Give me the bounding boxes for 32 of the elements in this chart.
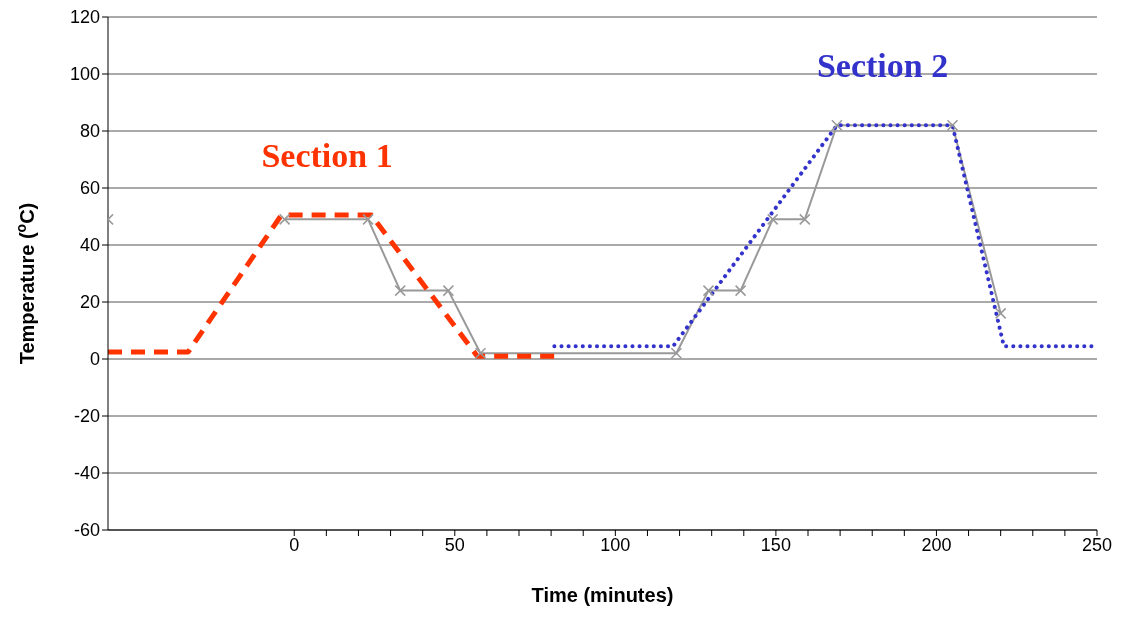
y-tick-label: 60 <box>79 178 100 199</box>
x-tick-label: 200 <box>921 534 952 555</box>
x-tick-label: 150 <box>760 534 791 555</box>
point <box>474 347 487 360</box>
point <box>734 284 747 297</box>
point <box>670 347 683 360</box>
point <box>442 284 455 297</box>
x-axis-title: Time (minutes) <box>531 584 674 606</box>
point <box>831 119 843 132</box>
point <box>394 284 406 297</box>
y-tick-label: 0 <box>89 349 100 370</box>
point <box>702 284 715 297</box>
y-tick-label: -40 <box>73 463 100 484</box>
x-tick-label: 250 <box>1081 534 1113 555</box>
x-tick-label: 100 <box>600 534 631 555</box>
point <box>766 213 779 226</box>
y-tick-label: 80 <box>79 121 100 142</box>
series-label: Section 2 <box>816 47 949 85</box>
y-tick-label: -60 <box>73 520 100 541</box>
point <box>799 213 811 226</box>
y-tick-label: 40 <box>79 235 100 256</box>
point <box>278 213 291 226</box>
point <box>362 213 374 226</box>
y-tick-label: 120 <box>69 7 100 28</box>
series-label: Section 1 <box>261 137 393 175</box>
x-tick-label: 0 <box>289 534 300 555</box>
y-tick-label: 20 <box>79 292 100 313</box>
point <box>946 119 959 132</box>
point <box>994 307 1007 320</box>
y-tick-label: -20 <box>73 406 100 427</box>
y-tick-label: 100 <box>69 64 100 85</box>
x-tick-label: 50 <box>444 534 465 555</box>
